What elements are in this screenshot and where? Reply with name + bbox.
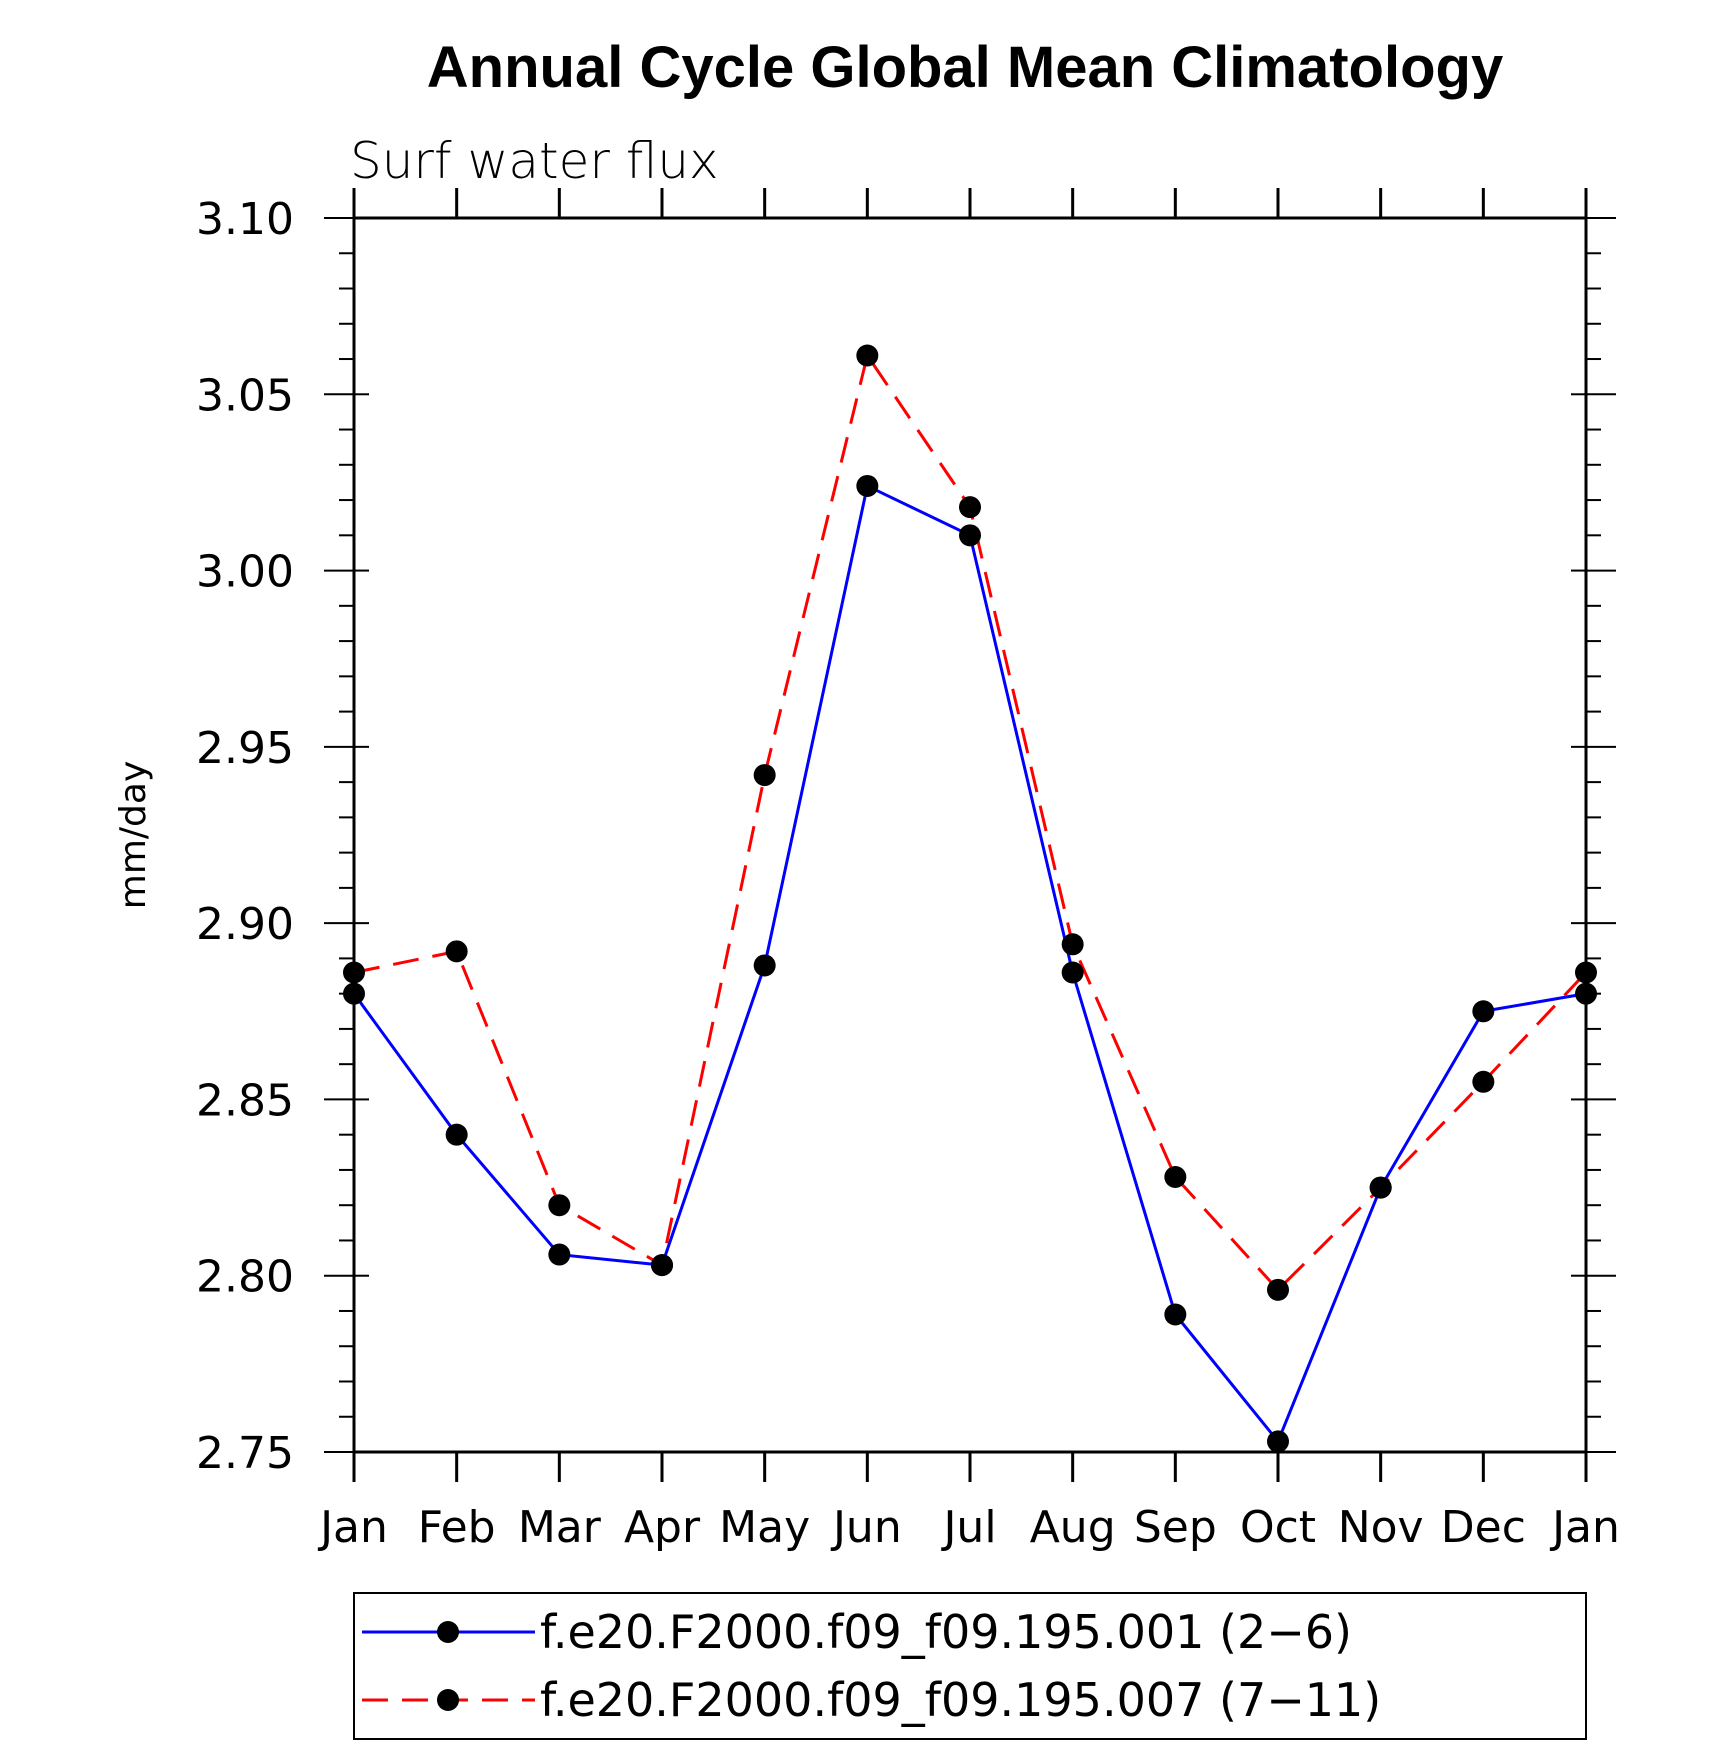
series-2-point [1472,1070,1495,1093]
series-1-point [753,954,776,977]
series-1-point [1164,1303,1187,1326]
series-2-point [651,1254,673,1277]
y-tick-label: 3.00 [196,547,294,598]
chart-title: Annual Cycle Global Mean Climatology [427,35,1503,100]
y-tick-label: 3.10 [196,194,294,245]
series-line-1 [352,483,1587,1445]
series-2-point [1369,1176,1392,1199]
x-tick-label: Mar [518,1502,602,1553]
series-1-point [548,1243,571,1266]
series-2-point [445,940,468,963]
series-2-point [959,496,981,519]
x-tick-label: Apr [624,1502,701,1553]
y-tick-label: 2.85 [196,1075,294,1126]
series-2-point [1061,933,1084,956]
series-1-point [1267,1430,1289,1453]
y-tick-labels: 3.10 3.05 3.00 2.95 2.90 2.85 2.80 2.75 [196,194,294,1479]
x-tick-label: Sep [1134,1502,1217,1553]
y-tick-label: 2.95 [196,723,294,774]
x-tick-label: Nov [1338,1502,1424,1553]
plot-frame [352,216,1588,1454]
x-tick-label: Feb [418,1502,496,1553]
y-tick-label: 3.05 [196,370,294,421]
legend-marker-2 [437,1689,459,1711]
x-tick-label: Dec [1441,1502,1526,1553]
series-2-point [856,344,879,367]
y-tick-label: 2.90 [196,899,294,950]
x-tick-label: May [719,1502,810,1553]
x-tick-label: Jan [317,1502,388,1553]
x-tick-label: Oct [1240,1502,1316,1553]
y-axis-label: mm/day [113,761,154,909]
series-1-point [445,1123,468,1146]
legend-marker-1 [437,1621,459,1643]
series-1-point [1575,982,1597,1005]
series-2-point [343,961,365,984]
x-tick-label: Jan [1549,1502,1620,1553]
series-2-point [548,1194,571,1217]
series-2-point [1164,1165,1187,1188]
x-tick-labels: Jan Feb Mar Apr May Jun Jul Aug Sep Oct Nov Dec Jan [317,1502,1620,1553]
chart-subtitle: Surf water flux [350,132,719,190]
legend-label-2: f.e20.F2000.f09_f09.195.007 (7−11) [540,1673,1381,1727]
y-tick-label: 2.80 [196,1252,294,1303]
series-1-point [856,474,879,497]
legend-label-1: f.e20.F2000.f09_f09.195.001 (2−6) [540,1605,1352,1659]
series-2-point [753,764,776,787]
axis-ticks [324,188,1616,1482]
series-1-point [1472,1000,1495,1023]
series-1-point [959,524,981,547]
x-tick-label: Jul [940,1502,996,1553]
series-layer [343,344,1597,1453]
series-2-point [1575,961,1597,984]
legend-box [353,1592,1587,1740]
x-tick-label: Jun [830,1502,902,1553]
x-tick-label: Aug [1030,1502,1116,1553]
series-1-point [1061,961,1084,984]
series-2-point [1267,1278,1289,1301]
series-1-point [343,982,365,1005]
y-tick-label: 2.75 [196,1428,294,1479]
legend: f.e20.F2000.f09_f09.195.001 (2−6) f.e20.F… [362,1605,1381,1727]
